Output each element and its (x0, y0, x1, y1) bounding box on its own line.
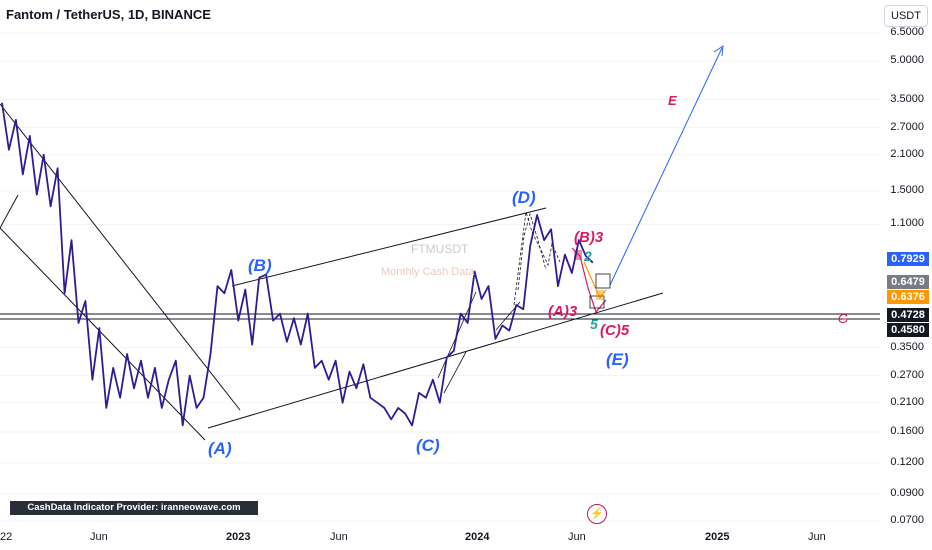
lightning-icon[interactable]: ⚡ (587, 504, 607, 524)
subwave-dashed (513, 211, 561, 306)
y-tick-label: 3.5000 (890, 92, 924, 105)
y-tick-label: 0.1600 (890, 424, 924, 437)
trend-line (443, 351, 467, 394)
trend-line (231, 207, 547, 287)
wave-label-c5: (C)5 (600, 322, 630, 339)
x-tick-label: 2025 (705, 531, 730, 543)
y-tick-label: 1.1000 (890, 217, 924, 230)
y-tick-label: 0.0900 (890, 486, 924, 499)
trend-line (207, 292, 664, 429)
price-line (1, 102, 594, 427)
y-tick-label: 6.5000 (890, 26, 924, 38)
wave-label-b3: (B)3 (574, 229, 604, 246)
wave-label-e-projection: E (668, 93, 677, 108)
y-tick-label: 5.0000 (890, 54, 924, 67)
wave-label-e: (E) (606, 350, 629, 369)
unit-badge[interactable]: USDT (884, 5, 928, 27)
wave-label-2: 2 (584, 248, 592, 264)
highlight-box (574, 250, 582, 260)
y-tick-label: 0.2700 (890, 368, 924, 381)
highlight-box (596, 290, 604, 300)
x-tick-label: Jun (90, 531, 108, 543)
x-tick-label: 2024 (465, 531, 490, 543)
channel-line (0, 194, 19, 229)
y-tick-label: 2.1000 (890, 147, 924, 160)
subtitle-watermark: Monthly Cash Data (381, 266, 475, 278)
credit-banner: CashData Indicator Provider: iranneowave… (10, 501, 258, 515)
price-tag: 0.6479 (887, 275, 929, 289)
wave-label-a3: (A)3 (548, 303, 578, 320)
wave-label-g: G (838, 311, 849, 326)
price-tag: 0.7929 (887, 252, 929, 266)
channel-line (0, 227, 206, 441)
wave-label-d: (D) (512, 188, 536, 207)
wave-label-c: (C) (416, 436, 440, 455)
symbol-watermark: FTMUSDT (411, 242, 469, 256)
x-tick-label: 2023 (226, 531, 251, 543)
y-tick-label: 0.2100 (890, 395, 924, 408)
price-tag: 0.6376 (887, 290, 929, 304)
y-tick-label: 0.3500 (890, 340, 924, 353)
wave-label-5: 5 (590, 316, 598, 332)
wave-label-a: (A) (208, 439, 232, 458)
channel-line (0, 103, 241, 411)
price-tag: 0.4580 (887, 323, 929, 337)
projection-line (609, 47, 723, 286)
x-tick-label: Jun (330, 531, 348, 543)
subwave-dashed (517, 212, 547, 291)
x-tick-label: 22 (0, 531, 13, 543)
y-tick-label: 2.7000 (890, 120, 924, 133)
projection-arrowhead (713, 44, 724, 57)
chart-title: Fantom / TetherUS, 1D, BINANCE (6, 7, 211, 22)
y-tick-label: 1.5000 (890, 183, 924, 196)
x-tick-label: Jun (568, 531, 586, 543)
target-box (595, 273, 611, 289)
y-tick-label: 0.0700 (890, 514, 924, 526)
wave-label-b: (B) (248, 256, 272, 275)
x-tick-label: Jun (808, 531, 826, 543)
y-tick-label: 0.1200 (890, 455, 924, 468)
price-tag: 0.4728 (887, 308, 929, 322)
